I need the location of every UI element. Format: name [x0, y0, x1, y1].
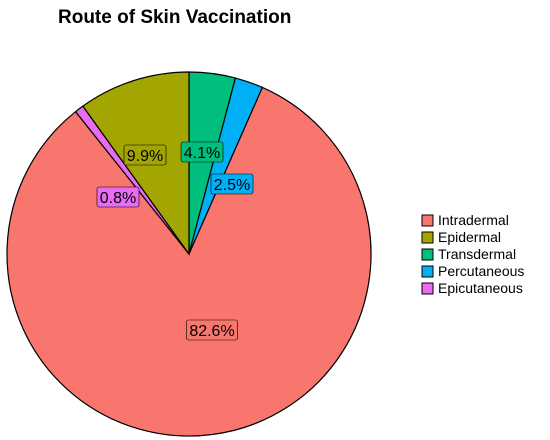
legend: IntradermalEpidermalTransdermalPercutane… [421, 212, 524, 296]
legend-item-epicutaneous: Epicutaneous [421, 280, 523, 296]
legend-label: Epidermal [438, 229, 501, 245]
data-label-text: 82.6% [189, 323, 234, 340]
data-label-box [96, 186, 140, 208]
legend-label: Percutaneous [438, 263, 524, 279]
data-label-box [210, 173, 254, 195]
data-label-text: 0.8% [100, 190, 136, 207]
legend-swatch [421, 214, 434, 227]
legend-label: Transdermal [438, 246, 516, 262]
data-label-text: 9.9% [127, 148, 163, 165]
legend-swatch [421, 282, 434, 295]
legend-label: Epicutaneous [438, 280, 523, 296]
data-label-text: 4.1% [184, 145, 220, 162]
data-label-box [186, 319, 238, 341]
data-label-transdermal: 4.1% [180, 141, 224, 163]
legend-item-percutaneous: Percutaneous [421, 263, 524, 279]
data-label-box [180, 141, 224, 163]
legend-item-epidermal: Epidermal [421, 229, 501, 245]
legend-swatch [421, 265, 434, 278]
pie-slices [6, 71, 372, 437]
data-label-box [123, 144, 167, 166]
data-label-text: 2.5% [214, 177, 250, 194]
data-label-percutaneous: 2.5% [210, 173, 254, 195]
legend-swatch [421, 231, 434, 244]
legend-item-intradermal: Intradermal [421, 212, 509, 228]
chart-title: Route of Skin Vaccination [58, 7, 291, 28]
legend-item-transdermal: Transdermal [421, 246, 516, 262]
legend-swatch [421, 248, 434, 261]
legend-label: Intradermal [438, 212, 509, 228]
data-label-intradermal: 82.6% [186, 319, 238, 341]
data-label-epidermal: 9.9% [123, 144, 167, 166]
data-label-epicutaneous: 0.8% [96, 186, 140, 208]
pie-labels: 82.6% 9.9% 4.1% 2.5% 0.8% [96, 141, 254, 341]
slice-intradermal [6, 86, 372, 437]
